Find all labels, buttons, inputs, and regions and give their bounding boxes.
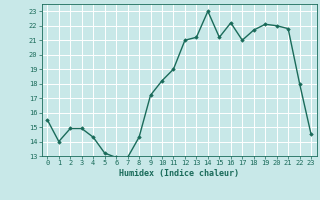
X-axis label: Humidex (Indice chaleur): Humidex (Indice chaleur) [119,169,239,178]
